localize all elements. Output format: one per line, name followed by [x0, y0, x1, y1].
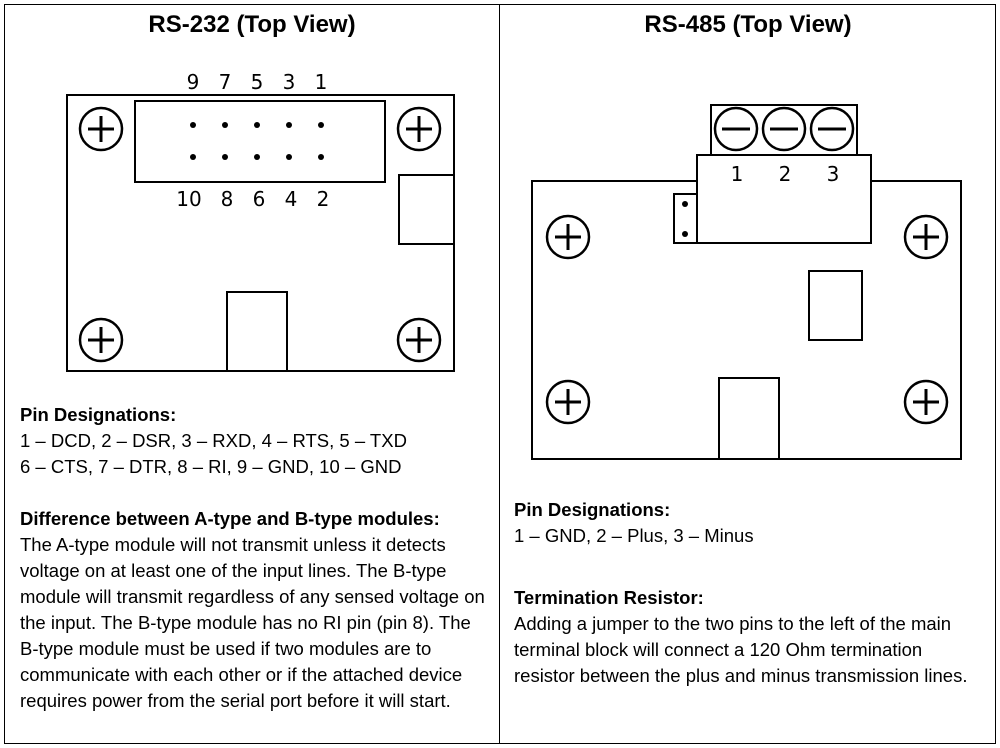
rs485-terminal-block	[696, 154, 872, 244]
rs232-bottom-port	[226, 291, 288, 372]
mounting-hole-icon	[78, 317, 124, 363]
rs232-title: RS-232 (Top View)	[148, 11, 356, 38]
pin-label-5: 5	[251, 70, 264, 94]
termination-heading: Termination Resistor:	[514, 587, 704, 608]
terminal-screw-icon	[809, 106, 855, 152]
header-pin	[190, 122, 196, 128]
mounting-hole-icon	[396, 317, 442, 363]
pin-label-4: 4	[285, 187, 298, 211]
rs485-description: Pin Designations: 1 – GND, 2 – Plus, 3 –…	[514, 497, 986, 689]
terminal-label-3: 3	[827, 162, 840, 186]
rs485-jumper-header	[673, 193, 698, 244]
header-pin	[190, 154, 196, 160]
pin-label-3: 3	[283, 70, 296, 94]
mounting-hole-icon	[78, 106, 124, 152]
rs485-bottom-port	[718, 377, 780, 460]
pin-label-7: 7	[219, 70, 232, 94]
header-pin	[286, 122, 292, 128]
jumper-pin	[682, 201, 688, 207]
jumper-pin	[682, 231, 688, 237]
pin-label-1: 1	[315, 70, 328, 94]
header-pin	[254, 122, 260, 128]
rs232-board: 9 7 5 3 1 10 8 6 4 2	[66, 70, 455, 372]
header-pin	[254, 154, 260, 160]
terminal-screw-icon	[761, 106, 807, 152]
terminal-label-1: 1	[731, 162, 744, 186]
rs232-pin-line-2: 6 – CTS, 7 – DTR, 8 – RI, 9 – GND, 10 – …	[20, 456, 402, 477]
column-divider	[499, 4, 500, 744]
pin-label-8: 8	[221, 187, 234, 211]
header-pin	[286, 154, 292, 160]
terminal-screw-icon	[713, 106, 759, 152]
rs485-pin-line-1: 1 – GND, 2 – Plus, 3 – Minus	[514, 525, 754, 546]
difference-heading: Difference between A-type and B-type mod…	[20, 508, 440, 529]
header-pin	[318, 122, 324, 128]
pin-label-9: 9	[187, 70, 200, 94]
header-pin	[222, 154, 228, 160]
termination-text: Adding a jumper to the two pins to the l…	[514, 613, 968, 686]
pin-label-6: 6	[253, 187, 266, 211]
rs232-header-connector	[134, 100, 386, 183]
mounting-hole-icon	[396, 106, 442, 152]
pin-label-2: 2	[317, 187, 330, 211]
mounting-hole-icon	[545, 214, 591, 260]
header-pin	[318, 154, 324, 160]
mounting-hole-icon	[903, 214, 949, 260]
table-frame	[4, 4, 996, 744]
pin-label-10: 10	[176, 187, 201, 211]
rs485-pin-heading: Pin Designations:	[514, 499, 671, 520]
rs485-board: 1 2 3	[531, 104, 962, 460]
rs485-title: RS-485 (Top View)	[644, 11, 852, 38]
rs232-side-port	[398, 174, 455, 245]
mounting-hole-icon	[545, 379, 591, 425]
difference-text: The A-type module will not transmit unle…	[20, 534, 485, 711]
header-pin	[222, 122, 228, 128]
rs232-pin-heading: Pin Designations:	[20, 404, 177, 425]
rs485-side-component	[808, 270, 863, 341]
mounting-hole-icon	[903, 379, 949, 425]
terminal-label-2: 2	[779, 162, 792, 186]
rs232-pin-grid	[190, 122, 324, 160]
rs232-description: Pin Designations: 1 – DCD, 2 – DSR, 3 – …	[20, 402, 492, 714]
rs232-pin-line-1: 1 – DCD, 2 – DSR, 3 – RXD, 4 – RTS, 5 – …	[20, 430, 407, 451]
